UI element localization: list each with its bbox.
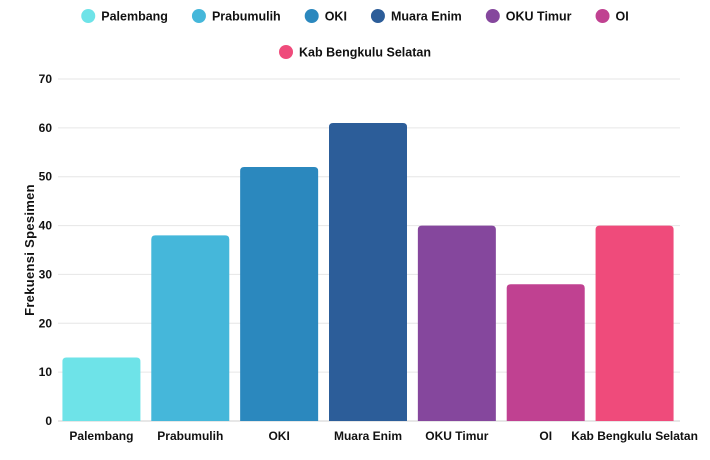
bar-prabumulih (151, 235, 230, 421)
legend-swatch-muara-enim (370, 9, 385, 23)
x-tick-label-palembang: Palembang (69, 429, 133, 443)
legend-swatch-kab-bengkulu-selatan (279, 45, 294, 59)
y-tick-label-50: 50 (39, 170, 53, 184)
y-tick-label-20: 20 (39, 316, 53, 330)
legend-label-kab-bengkulu-selatan: Kab Bengkulu Selatan (299, 46, 431, 60)
x-tick-label-kab-bengkulu-selatan: Kab Bengkulu Selatan (571, 429, 698, 443)
x-tick-label-prabumulih: Prabumulih (157, 429, 223, 443)
legend-item-palembang: Palembang (81, 9, 168, 24)
legend-label-oku-timur: OKU Timur (506, 10, 572, 24)
legend-label-oki: OKI (325, 10, 347, 24)
legend-item-prabumulih: Prabumulih (191, 9, 281, 24)
legend-swatch-palembang (81, 9, 96, 23)
legend-label-oi: OI (616, 10, 629, 24)
legend-item-oi: OI (595, 9, 629, 24)
legend-label-muara-enim: Muara Enim (391, 10, 462, 24)
legend-label-palembang: Palembang (101, 10, 168, 24)
bar-palembang (62, 357, 141, 421)
y-axis-title: Frekuensi Spesimen (22, 184, 37, 316)
legend-swatch-oku-timur (485, 9, 500, 23)
legend-swatch-prabumulih (191, 9, 206, 23)
bar-oku-timur (417, 225, 496, 421)
x-tick-label-oki: OKI (268, 429, 289, 443)
y-tick-label-30: 30 (39, 267, 53, 281)
legend-label-prabumulih: Prabumulih (212, 10, 281, 24)
legend-item-oku-timur: OKU Timur (485, 9, 572, 24)
x-tick-label-oi: OI (539, 429, 552, 443)
legend-swatch-oi (595, 9, 610, 23)
legend-item-oki: OKI (304, 9, 347, 24)
chart-bars (62, 122, 674, 421)
y-tick-label-10: 10 (39, 365, 53, 379)
legend-item-kab-bengkulu-selatan: Kab Bengkulu Selatan (279, 45, 431, 60)
y-axis-ticks: 0 10 20 30 40 50 60 70 (39, 72, 53, 428)
legend-swatch-oki (304, 9, 319, 23)
y-tick-label-0: 0 (45, 414, 52, 428)
bar-oi (506, 284, 585, 421)
x-tick-label-oku-timur: OKU Timur (425, 429, 488, 443)
bar-muara-enim (329, 122, 407, 421)
x-tick-label-muara-enim: Muara Enim (334, 429, 402, 443)
chart-legend: Palembang Prabumulih OKI Muara Enim OKU Timu… (81, 9, 629, 60)
legend-item-muara-enim: Muara Enim (370, 9, 462, 24)
bar-oki (240, 166, 319, 421)
bar-kab-bengkulu-selatan (595, 225, 674, 421)
y-tick-label-70: 70 (39, 72, 53, 86)
y-tick-label-40: 40 (39, 219, 53, 233)
x-axis-labels: Palembang Prabumulih OKI Muara Enim OKU Timu… (69, 429, 698, 443)
y-tick-label-60: 60 (39, 121, 53, 135)
